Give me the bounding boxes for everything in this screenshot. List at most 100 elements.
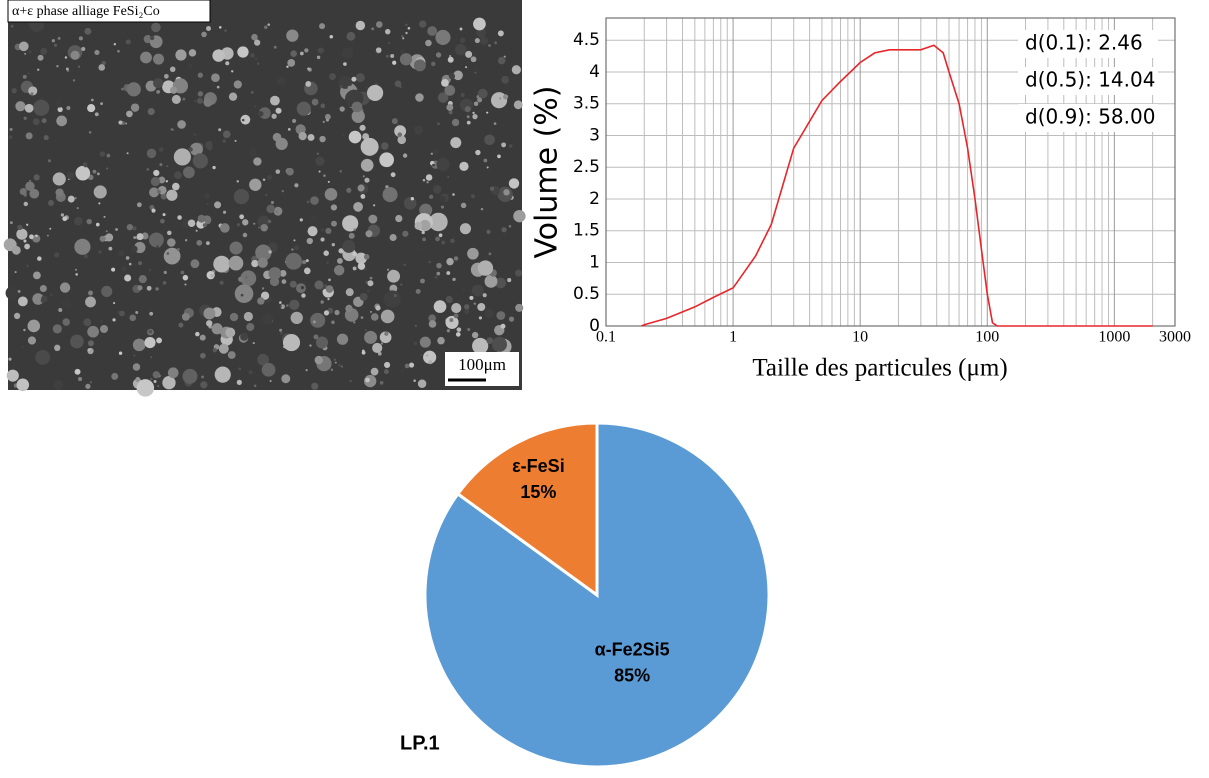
grain	[178, 322, 184, 328]
grain	[197, 72, 204, 78]
grain	[252, 342, 255, 345]
grain	[371, 27, 375, 31]
grain	[287, 128, 291, 131]
grain	[213, 255, 231, 273]
grain	[361, 350, 366, 355]
grain	[299, 51, 304, 56]
grain	[136, 233, 144, 241]
grain	[280, 331, 284, 335]
grain	[449, 55, 452, 58]
grain	[402, 153, 408, 158]
grain	[419, 20, 427, 28]
grain	[266, 174, 273, 180]
grain	[261, 362, 276, 377]
grain	[269, 276, 280, 287]
grain	[194, 100, 197, 103]
grain	[330, 368, 334, 372]
grain	[473, 101, 479, 106]
grain	[508, 178, 520, 189]
grain	[61, 298, 72, 309]
grain	[339, 106, 345, 112]
grain	[260, 223, 268, 232]
grain	[192, 218, 196, 221]
grain	[182, 97, 186, 101]
grain	[148, 329, 153, 334]
plot-frame	[605, 17, 1176, 327]
grain	[8, 357, 12, 361]
grain	[27, 336, 37, 345]
grain	[320, 237, 325, 242]
grain	[250, 91, 254, 94]
grain	[115, 228, 118, 231]
grain	[420, 278, 425, 284]
grain	[129, 314, 137, 322]
y-tick-label: 1	[589, 252, 600, 272]
grain	[482, 293, 487, 298]
grain	[203, 307, 216, 320]
x-tick-label: 0.1	[596, 329, 616, 346]
grain	[310, 312, 326, 328]
grain	[148, 232, 164, 248]
grain	[291, 248, 294, 251]
grain	[428, 320, 437, 328]
grain	[303, 267, 311, 275]
line-chart: 0 0.5 1 1.5 2 2.5 3 3.5 4 4.5 0.1 1 10 100 1000 3000 d(0…	[530, 17, 1191, 382]
grain	[171, 94, 181, 104]
grain	[279, 270, 287, 277]
grain	[245, 276, 248, 279]
grain	[305, 259, 309, 263]
grain	[23, 328, 26, 332]
grain	[128, 262, 132, 266]
grain	[112, 318, 116, 322]
grain	[349, 379, 352, 382]
grain	[486, 229, 491, 234]
grain	[262, 178, 266, 182]
grain	[497, 154, 501, 159]
grain	[508, 316, 515, 322]
grain	[397, 135, 407, 145]
grain	[254, 39, 261, 46]
grain	[479, 36, 489, 45]
grain	[260, 291, 270, 300]
grain	[30, 92, 34, 96]
grain	[172, 182, 180, 191]
grain	[437, 92, 449, 103]
grain	[147, 107, 155, 116]
grain	[428, 194, 434, 200]
grain	[167, 367, 179, 379]
grain	[389, 234, 397, 242]
grain	[353, 321, 356, 324]
grain	[360, 158, 374, 172]
grain	[35, 350, 51, 365]
grain	[49, 293, 54, 297]
grain	[436, 157, 450, 171]
grain	[501, 227, 507, 233]
grain	[9, 127, 13, 131]
grain	[383, 369, 389, 375]
grain	[43, 135, 49, 141]
grain	[24, 52, 27, 55]
grain	[146, 285, 152, 291]
grain	[275, 169, 281, 174]
grain	[240, 114, 251, 125]
grain	[111, 267, 116, 272]
grain	[29, 179, 32, 182]
grain	[228, 92, 238, 101]
grain	[192, 153, 208, 169]
grain	[117, 310, 121, 314]
grain	[338, 363, 341, 367]
grain	[60, 213, 65, 217]
grain	[338, 248, 344, 254]
grain	[311, 382, 319, 390]
grain	[67, 195, 75, 203]
grain	[314, 355, 323, 365]
grain	[307, 133, 315, 141]
grain	[78, 377, 83, 382]
grain	[236, 379, 242, 385]
grain	[70, 50, 80, 60]
grain	[229, 241, 243, 255]
grain	[501, 75, 510, 84]
grain	[488, 252, 492, 256]
grain	[267, 219, 272, 224]
grain	[417, 379, 427, 388]
